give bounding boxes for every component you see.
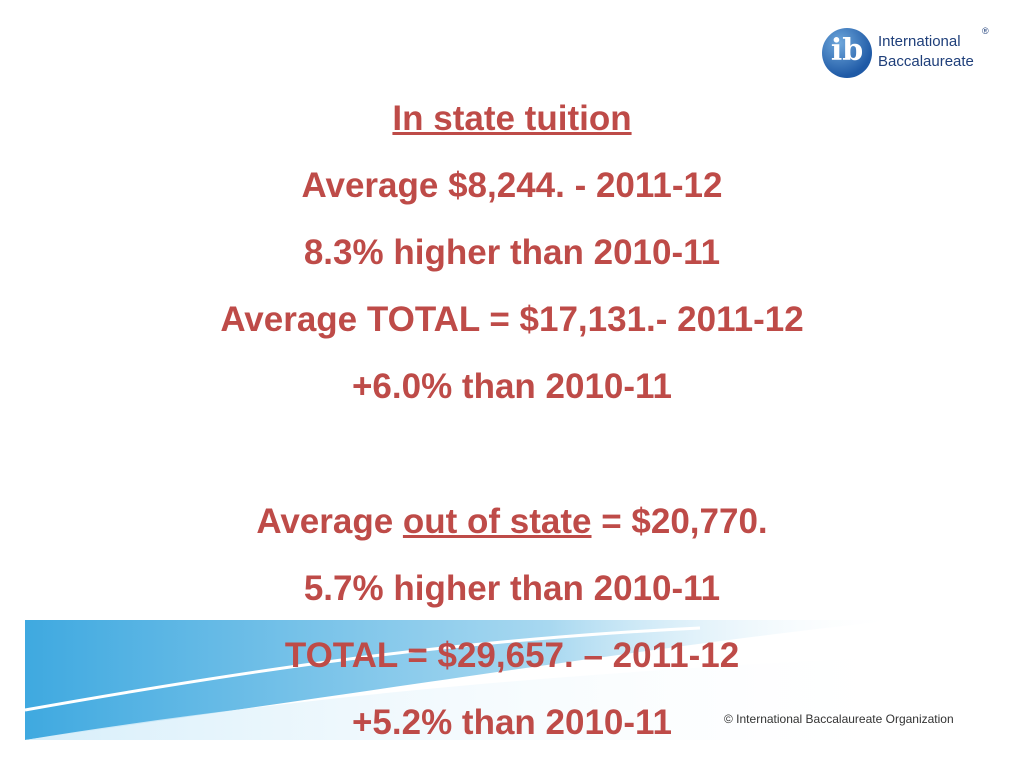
text-line: 5.7% higher than 2010-11 xyxy=(0,555,1024,622)
text-segment: In state tuition xyxy=(392,99,632,138)
text-line: +5.2% than 2010-11 xyxy=(0,689,1024,756)
text-segment: Average TOTAL = $17,131.- 2011-12 xyxy=(220,300,804,339)
text-line: Average $8,244. - 2011-12 xyxy=(0,152,1024,219)
in-state-block: In state tuition Average $8,244. - 2011-1… xyxy=(0,85,1024,420)
text-line: In state tuition xyxy=(0,85,1024,152)
logo-mark: ib xyxy=(822,28,872,78)
text-segment: out of state xyxy=(402,502,592,541)
text-segment: 5.7% higher than 2010-11 xyxy=(303,569,721,608)
text-line: 8.3% higher than 2010-11 xyxy=(0,219,1024,286)
text-line: TOTAL = $29,657. – 2011-12 xyxy=(0,622,1024,689)
text-segment: +5.2% than 2010-11 xyxy=(351,703,673,742)
logo-registered: ® xyxy=(982,26,989,36)
footer: © International Baccalaureate Organizati… xyxy=(724,712,954,726)
text-segment: = $20,770. xyxy=(591,502,768,541)
text-segment: Average xyxy=(256,502,403,541)
text-line: Average out of state = $20,770. xyxy=(0,488,1024,555)
text-line: +6.0% than 2010-11 xyxy=(0,353,1024,420)
logo-line: International xyxy=(878,33,961,50)
footer-swoosh xyxy=(24,620,930,740)
text-segment: +6.0% than 2010-11 xyxy=(351,367,673,406)
out-of-state-block: Average out of state = $20,770. 5.7% high… xyxy=(0,488,1024,756)
logo-line: Baccalaureate xyxy=(878,53,974,70)
text-segment: TOTAL = $29,657. – 2011-12 xyxy=(284,636,740,675)
text-segment: 8.3% higher than 2010-11 xyxy=(303,233,721,272)
text-line: Average TOTAL = $17,131.- 2011-12 xyxy=(0,286,1024,353)
logo-text: International Baccalaureate xyxy=(878,32,974,72)
text-segment: Average $8,244. - 2011-12 xyxy=(301,166,723,205)
logo: ib International Baccalaureate ® xyxy=(822,26,1002,82)
